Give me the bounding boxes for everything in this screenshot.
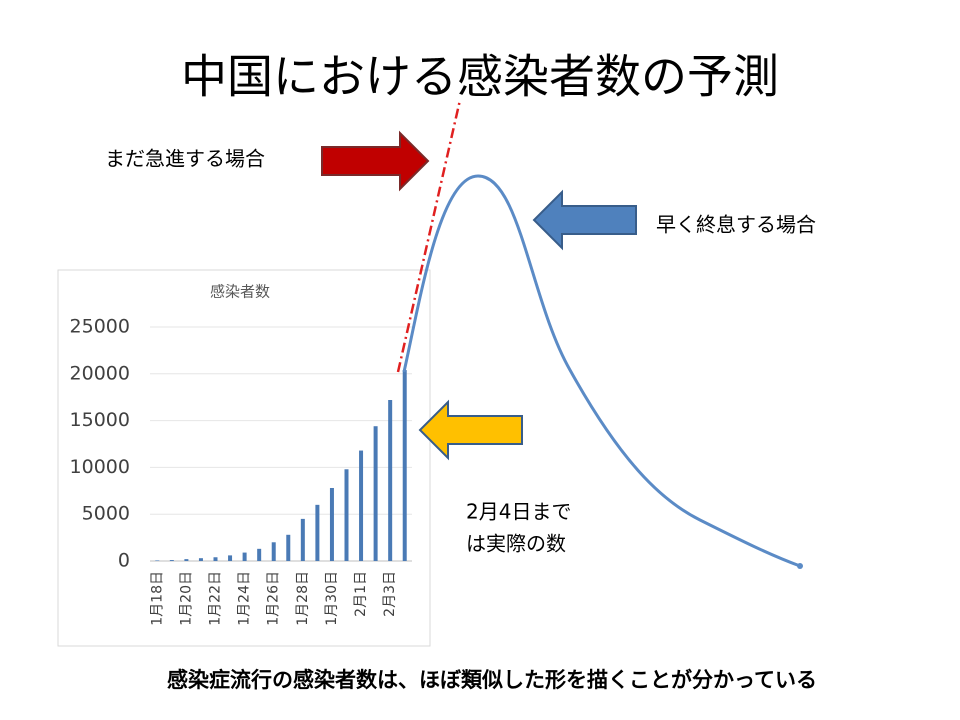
annotation: は実際の数	[466, 532, 566, 556]
bar	[344, 469, 349, 561]
blue-arrow	[532, 189, 637, 251]
annotation: 2月4日まで	[466, 500, 571, 524]
y-tick-label: 5000	[82, 503, 130, 525]
bar	[184, 559, 189, 561]
red-arrow	[321, 130, 430, 192]
x-tick-label: 1月24日	[237, 571, 253, 626]
bar	[402, 370, 407, 561]
bar	[198, 558, 203, 561]
bar	[359, 450, 364, 561]
x-tick-label: 1月18日	[149, 571, 165, 626]
y-tick-label: 10000	[70, 456, 130, 478]
y-tick-label: 0	[118, 550, 130, 572]
x-tick-label: 2月1日	[353, 571, 369, 617]
y-tick-label: 20000	[70, 362, 130, 384]
annotation: 早く終息する場合	[656, 213, 816, 237]
bar	[329, 487, 334, 561]
footer: 感染症流行の感染者数は、ほぼ類似した形を描くことが分かっている	[167, 668, 817, 692]
bar	[242, 552, 247, 561]
y-tick-label: 15000	[70, 409, 130, 431]
bar	[315, 504, 320, 561]
chart-frame	[57, 269, 431, 647]
forecast-curve	[402, 174, 801, 568]
bar	[213, 557, 218, 561]
bar	[271, 542, 276, 561]
slide-title: 中国における感染者数の予測	[181, 50, 779, 104]
bar	[388, 400, 393, 561]
x-tick-label: 1月30日	[324, 571, 340, 626]
x-tick-label: 1月26日	[266, 571, 282, 626]
bar	[155, 560, 160, 561]
x-tick-label: 1月22日	[208, 571, 224, 626]
x-tick-label: 2月3日	[382, 571, 398, 617]
bar	[228, 555, 233, 561]
x-tick-label: 1月28日	[295, 571, 311, 626]
bar	[373, 426, 378, 561]
chart-title: 感染者数	[210, 283, 270, 301]
curve-end	[797, 563, 803, 569]
bar	[300, 518, 305, 561]
yellow-arrow	[418, 399, 523, 461]
rapid-line	[396, 99, 462, 373]
y-tick-label: 25000	[70, 316, 130, 338]
bar	[286, 534, 291, 561]
x-tick-label: 1月20日	[178, 571, 194, 626]
bar	[257, 548, 262, 561]
plot: 0 5000 10000 15000 20000 25000 1月18日 1月20日 1月22日…	[70, 316, 412, 626]
annotation: まだ急進する場合	[105, 147, 265, 171]
bar	[169, 560, 174, 561]
